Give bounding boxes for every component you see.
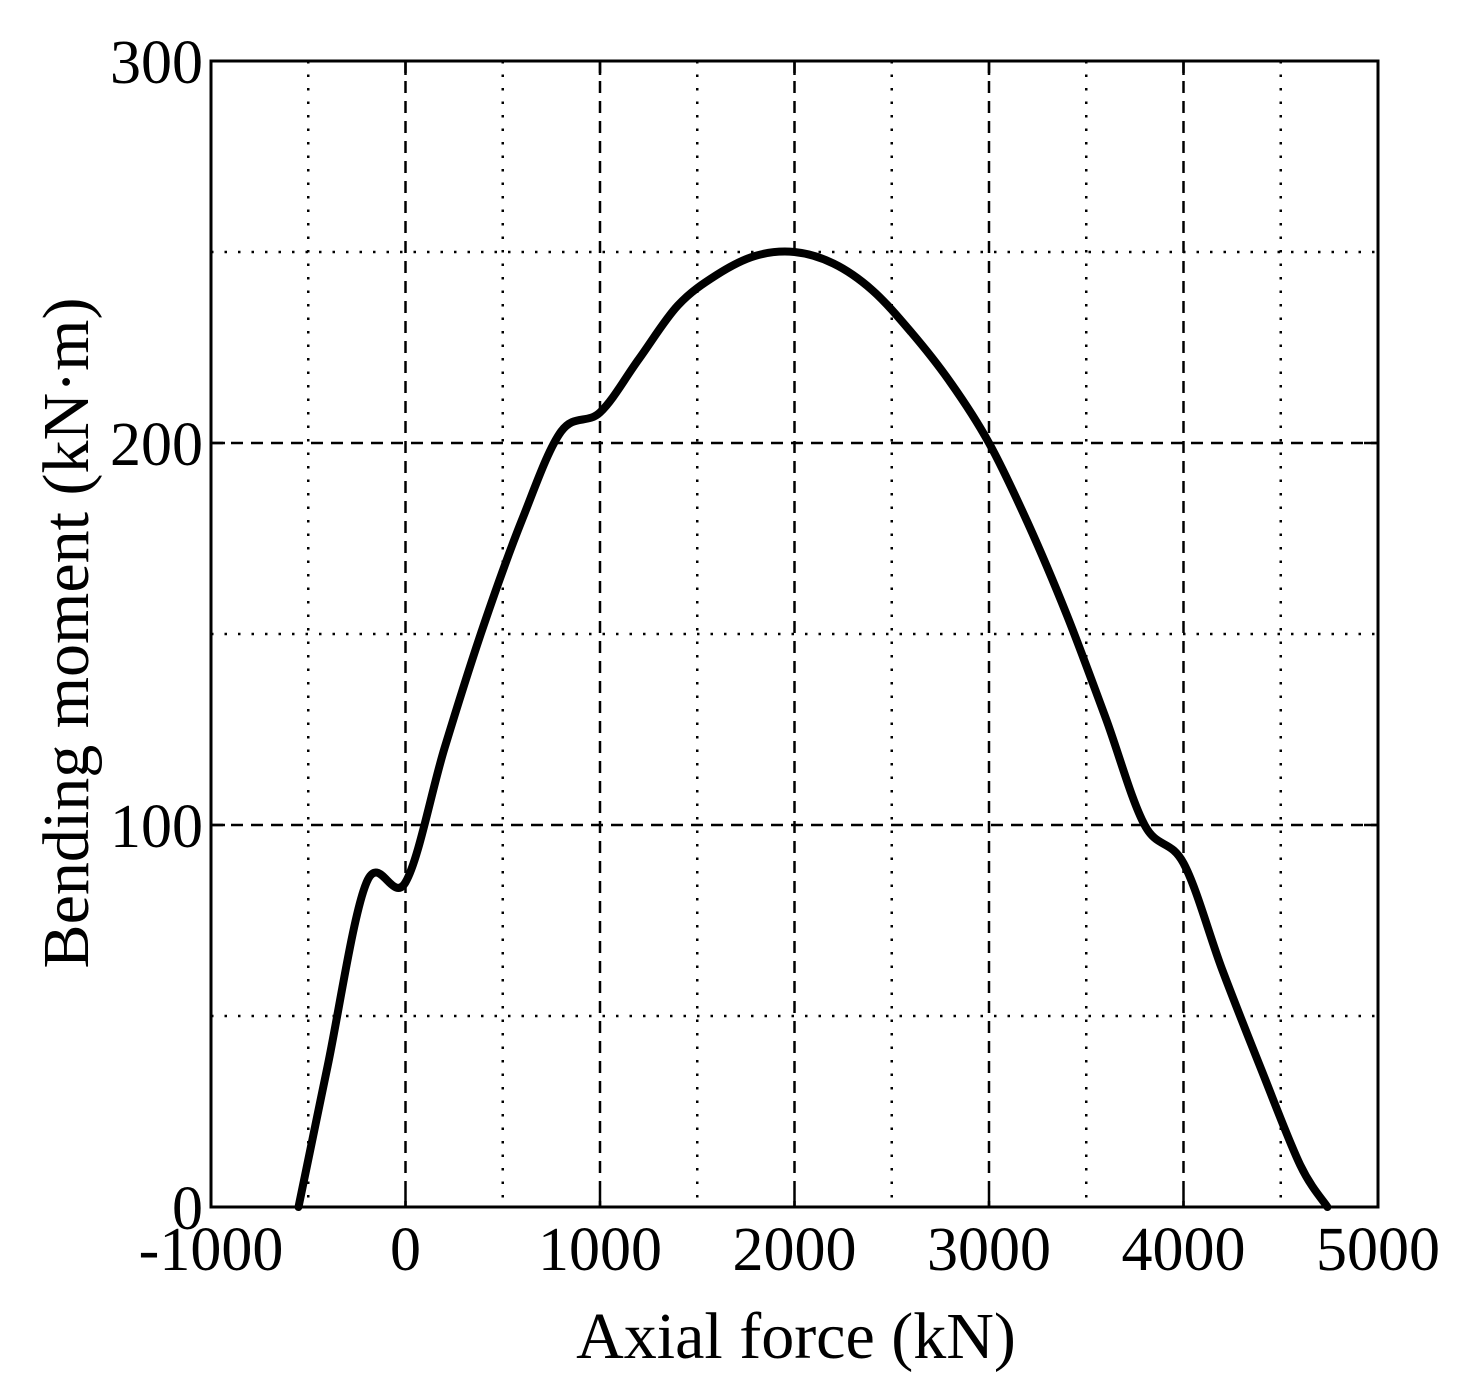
y-tick-label: 300 (110, 29, 203, 97)
y-tick-label: 200 (110, 411, 203, 479)
series-line (294, 247, 1332, 1211)
y-tick-label: 0 (172, 1175, 203, 1243)
y-tick-labels: 0 100 200 300 (110, 29, 203, 1243)
ticks (209, 59, 1380, 1209)
grid (211, 61, 1378, 1207)
y-axis-label: Bending moment (kN·m) (30, 298, 103, 969)
x-tick-label: 4000 (1122, 1216, 1246, 1284)
x-tick-label: 5000 (1316, 1216, 1440, 1284)
x-tick-label: 0 (390, 1216, 421, 1284)
x-tick-label: -1000 (139, 1216, 284, 1284)
x-tick-label: 2000 (733, 1216, 857, 1284)
y-tick-label: 100 (110, 793, 203, 861)
x-tick-label: 1000 (538, 1216, 662, 1284)
x-axis-label: Axial force (kN) (576, 1300, 1016, 1373)
x-tick-labels: -1000 0 1000 2000 3000 4000 5000 (139, 1216, 1440, 1284)
x-tick-label: 3000 (927, 1216, 1051, 1284)
